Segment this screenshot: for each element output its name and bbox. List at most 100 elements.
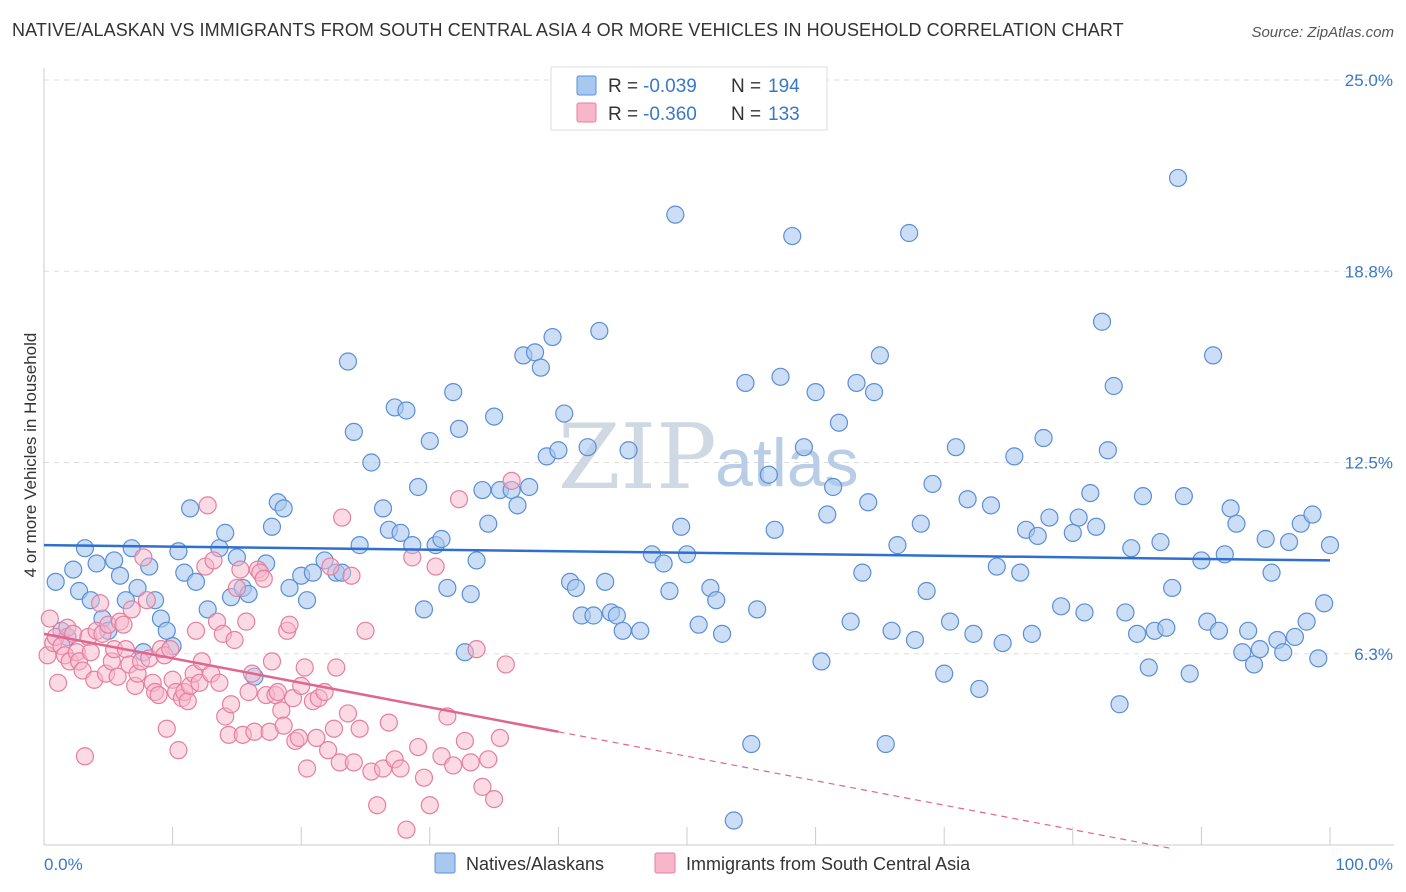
bottom-legend-label-2: Immigrants from South Central Asia (686, 854, 971, 874)
data-point-natives (1203, 346, 1223, 365)
data-point-natives (864, 383, 884, 402)
data-point-natives (397, 401, 416, 420)
data-point-natives (350, 536, 369, 555)
data-point-natives (859, 493, 878, 512)
data-point-natives (794, 438, 814, 457)
data-point-immigrants (420, 796, 439, 815)
data-point-natives (344, 422, 363, 441)
data-point-immigrants (455, 731, 474, 751)
legend-n-value-2: 133 (768, 104, 800, 125)
data-point-natives (806, 383, 825, 402)
data-point-natives (105, 551, 124, 570)
data-point-natives (1081, 484, 1100, 503)
trend-line-natives (43, 543, 1331, 562)
data-point-natives (566, 578, 586, 598)
data-point-natives (707, 591, 726, 610)
data-point-natives (853, 563, 872, 582)
data-point-natives (578, 438, 597, 457)
data-point-immigrants (461, 753, 480, 772)
data-point-natives (467, 551, 486, 570)
data-point-natives (87, 554, 106, 573)
data-point-natives (748, 600, 767, 619)
data-point-immigrants (502, 471, 521, 490)
data-point-natives (373, 499, 393, 518)
data-point-natives (619, 441, 638, 460)
data-point-immigrants (134, 548, 153, 567)
y-tick-label: 12.5% (1345, 454, 1393, 473)
data-point-immigrants (391, 759, 410, 778)
data-point-immigrants (342, 566, 361, 585)
data-point-natives (1256, 529, 1275, 549)
data-point-natives (444, 383, 463, 402)
data-point-natives (1087, 517, 1106, 536)
data-point-natives (882, 621, 901, 640)
legend-swatch-blue (576, 75, 597, 96)
data-point-natives (461, 584, 480, 604)
data-point-natives (981, 496, 1001, 515)
data-point-natives (905, 630, 925, 650)
data-point-immigrants (198, 496, 217, 515)
data-point-immigrants (403, 548, 422, 567)
data-point-natives (1192, 551, 1211, 570)
data-point-natives (186, 572, 206, 591)
data-point-natives (666, 205, 685, 224)
data-point-natives (473, 480, 492, 500)
y-tick-label: 25.0% (1345, 71, 1393, 90)
data-point-natives (1011, 563, 1030, 582)
data-point-natives (520, 477, 539, 497)
data-point-natives (555, 404, 574, 423)
x-tick-label: 0.0% (44, 855, 83, 874)
data-point-natives (1250, 640, 1269, 659)
data-point-natives (543, 327, 562, 347)
data-point-natives (987, 557, 1006, 576)
trend-lines (43, 543, 1331, 849)
data-point-immigrants (307, 728, 326, 748)
data-point-immigrants (297, 759, 317, 778)
data-point-natives (46, 572, 65, 591)
data-point-natives (654, 554, 673, 573)
data-point-natives (660, 581, 679, 601)
data-point-natives (1005, 447, 1024, 466)
data-point-natives (525, 343, 545, 362)
data-point-natives (362, 453, 381, 472)
data-point-natives (479, 514, 498, 533)
y-tick-label: 6.3% (1354, 645, 1393, 664)
legend-n-label-2: N = (731, 104, 761, 125)
data-point-immigrants (338, 704, 358, 723)
data-point-immigrants (485, 789, 504, 809)
data-point-immigrants (40, 609, 59, 628)
data-point-natives (964, 624, 983, 643)
data-point-natives (1297, 612, 1316, 631)
data-point-natives (911, 514, 930, 533)
y-tick-labels: 6.3% 12.5% 18.8% 25.0% (1345, 71, 1393, 664)
data-point-immigrants (292, 676, 311, 695)
axes (43, 68, 1394, 846)
data-point-natives (783, 226, 802, 246)
series-natives-points (46, 168, 1340, 830)
data-point-immigrants (397, 820, 416, 839)
data-point-immigrants (479, 750, 498, 769)
data-point-natives (1110, 695, 1129, 714)
data-point-natives (759, 465, 778, 484)
data-point-immigrants (356, 621, 375, 640)
data-point-natives (900, 223, 919, 243)
data-point-natives (742, 734, 761, 754)
data-point-immigrants (137, 591, 156, 610)
data-point-immigrants (274, 716, 293, 735)
data-point-natives (923, 474, 942, 494)
data-point-natives (724, 811, 743, 830)
data-point-natives (420, 431, 439, 451)
legend-n-value-1: 194 (768, 76, 800, 97)
data-point-immigrants (91, 594, 110, 613)
x-tick-labels: 0.0% 100.0% (44, 855, 1393, 874)
legend-r-label-1: R = (608, 76, 638, 97)
data-point-immigrants (157, 719, 176, 738)
data-point-immigrants (231, 560, 250, 579)
bottom-legend: Natives/Alaskans Immigrants from South C… (434, 852, 971, 874)
data-point-natives (613, 621, 632, 640)
data-point-natives (1028, 526, 1047, 546)
data-point-immigrants (225, 630, 244, 650)
source-label: Source: ZipAtlas.com (1251, 24, 1394, 41)
data-point-natives (449, 419, 469, 438)
data-point-natives (1139, 658, 1158, 677)
